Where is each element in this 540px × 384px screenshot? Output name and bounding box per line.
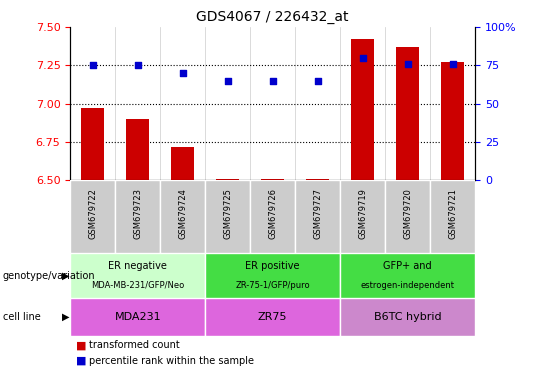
- Point: [403, 61, 412, 67]
- Text: ■: ■: [76, 340, 86, 350]
- Bar: [70, 253, 205, 298]
- Text: ■: ■: [76, 356, 86, 366]
- Bar: [160, 180, 205, 253]
- Bar: [396, 47, 419, 180]
- Bar: [442, 62, 464, 180]
- Bar: [205, 253, 340, 298]
- Bar: [340, 180, 385, 253]
- Text: ER negative: ER negative: [108, 261, 167, 271]
- Text: GSM679721: GSM679721: [448, 188, 457, 238]
- Text: GSM679722: GSM679722: [88, 188, 97, 238]
- Bar: [250, 180, 295, 253]
- Bar: [352, 39, 374, 180]
- Bar: [340, 298, 475, 336]
- Bar: [82, 108, 104, 180]
- Text: GSM679719: GSM679719: [358, 188, 367, 238]
- Bar: [70, 180, 115, 253]
- Bar: [115, 180, 160, 253]
- Title: GDS4067 / 226432_at: GDS4067 / 226432_at: [197, 10, 349, 25]
- Bar: [340, 253, 475, 298]
- Text: GSM679727: GSM679727: [313, 188, 322, 239]
- Text: genotype/variation: genotype/variation: [3, 270, 96, 281]
- Text: percentile rank within the sample: percentile rank within the sample: [89, 356, 254, 366]
- Point: [359, 55, 367, 61]
- Text: GSM679724: GSM679724: [178, 188, 187, 238]
- Bar: [307, 179, 329, 180]
- Bar: [295, 180, 340, 253]
- Text: transformed count: transformed count: [89, 340, 180, 350]
- Bar: [126, 119, 149, 180]
- Text: estrogen-independent: estrogen-independent: [361, 281, 455, 290]
- Point: [448, 61, 457, 67]
- Point: [224, 78, 232, 84]
- Text: GSM679725: GSM679725: [223, 188, 232, 238]
- Bar: [70, 298, 205, 336]
- Text: ZR-75-1/GFP/puro: ZR-75-1/GFP/puro: [235, 281, 310, 290]
- Point: [313, 78, 322, 84]
- Text: cell line: cell line: [3, 312, 40, 322]
- Bar: [205, 298, 340, 336]
- Text: B6TC hybrid: B6TC hybrid: [374, 312, 442, 322]
- Text: GSM679720: GSM679720: [403, 188, 412, 238]
- Bar: [430, 180, 475, 253]
- Text: GSM679723: GSM679723: [133, 188, 142, 239]
- Bar: [217, 179, 239, 180]
- Bar: [172, 147, 194, 180]
- Point: [178, 70, 187, 76]
- Text: MDA-MB-231/GFP/Neo: MDA-MB-231/GFP/Neo: [91, 281, 184, 290]
- Bar: [261, 179, 284, 180]
- Text: GSM679726: GSM679726: [268, 188, 277, 239]
- Bar: [205, 180, 250, 253]
- Text: GFP+ and: GFP+ and: [383, 261, 432, 271]
- Text: ▶: ▶: [62, 270, 70, 281]
- Text: ER positive: ER positive: [246, 261, 300, 271]
- Point: [133, 62, 142, 68]
- Point: [268, 78, 277, 84]
- Text: MDA231: MDA231: [114, 312, 161, 322]
- Text: ▶: ▶: [62, 312, 70, 322]
- Text: ZR75: ZR75: [258, 312, 287, 322]
- Bar: [385, 180, 430, 253]
- Point: [89, 62, 97, 68]
